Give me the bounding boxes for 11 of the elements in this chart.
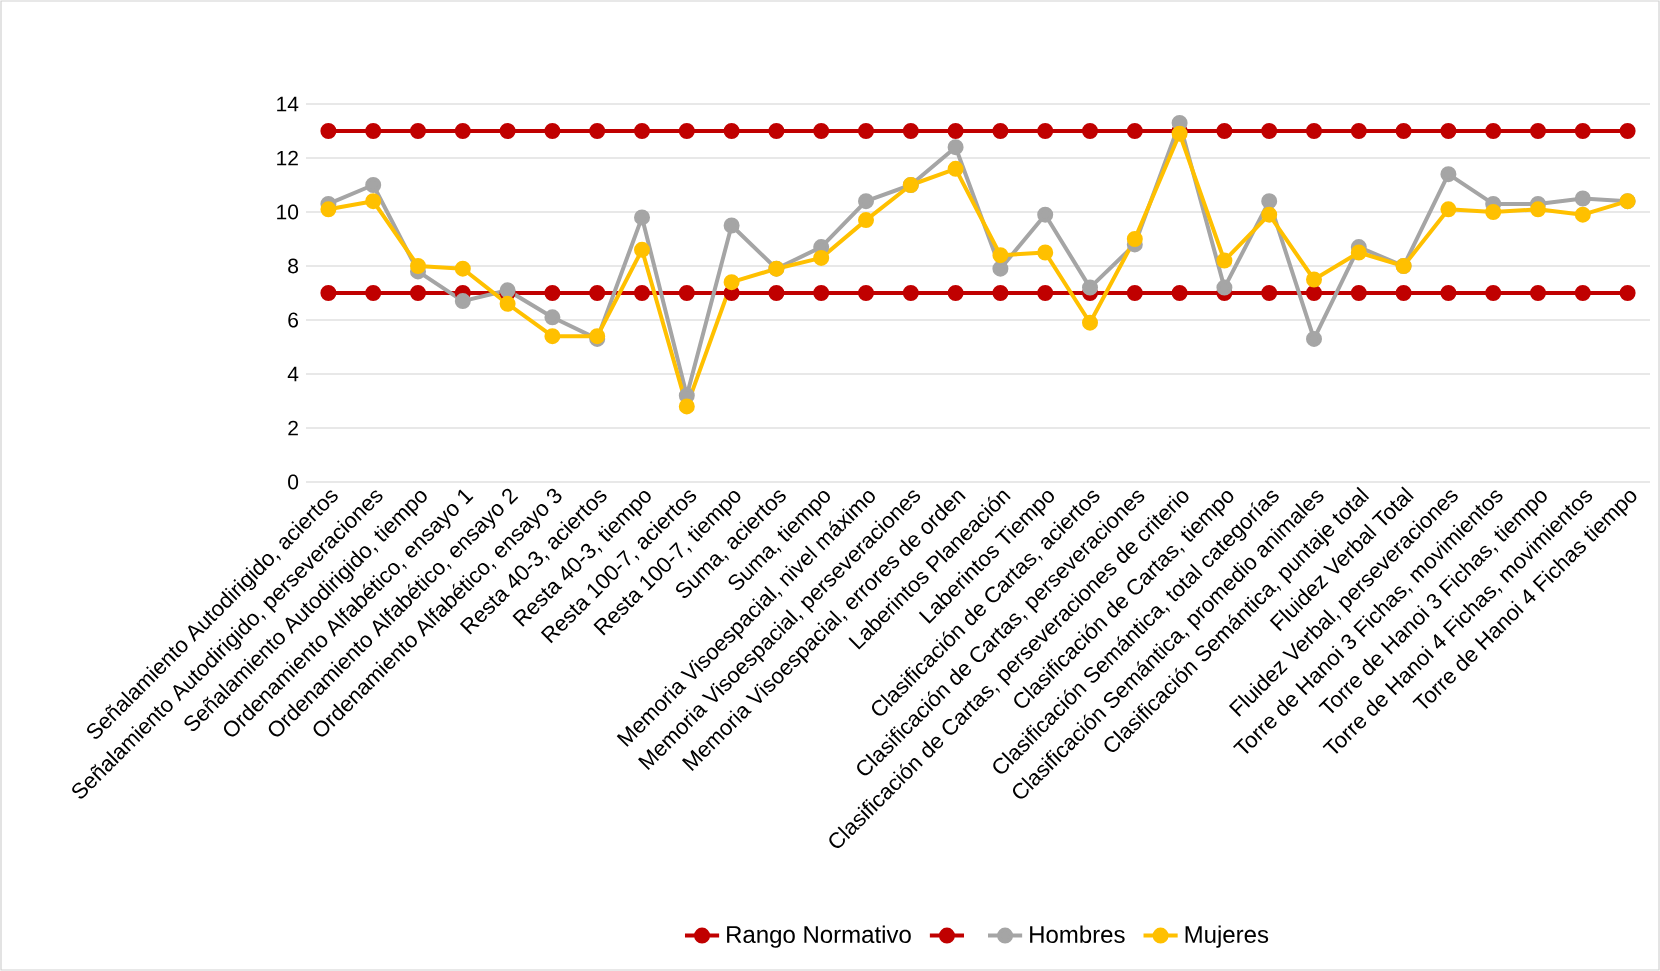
y-tick-label: 10: [277, 204, 299, 220]
y-tick-label: 4: [287, 366, 299, 382]
legend-label: Rango Normativo: [727, 925, 911, 948]
y-tick-label: 2: [288, 420, 298, 436]
y-tick-label: 6: [288, 312, 299, 328]
y-tick-label: 12: [277, 150, 298, 166]
legend-label: Hombres: [1030, 925, 1125, 944]
legend-label: Mujeres: [1185, 925, 1269, 948]
y-tick-label: 8: [288, 258, 299, 274]
y-tick-label: 14: [277, 96, 299, 112]
y-tick-label: 0: [288, 474, 299, 490]
